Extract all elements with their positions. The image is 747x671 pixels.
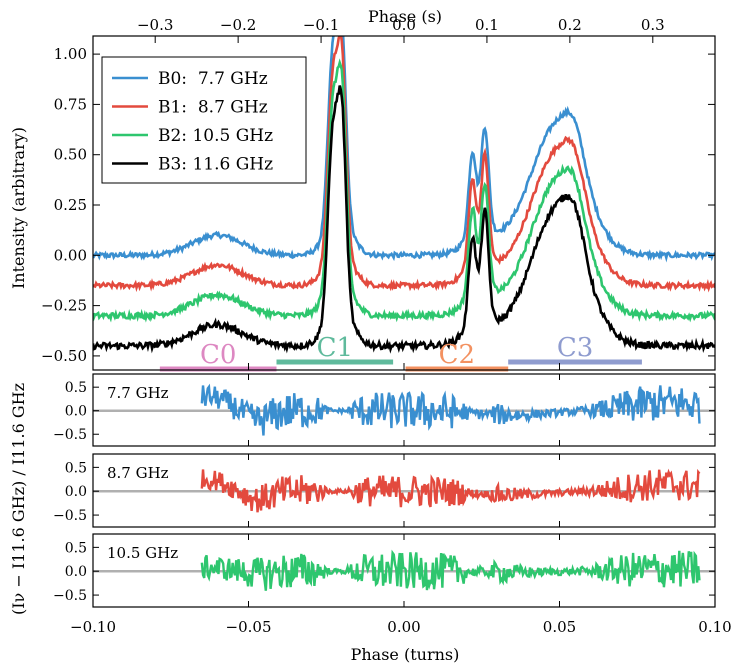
main-y-axis-label: Intensity (arbitrary) [9, 127, 28, 289]
residual-ytick-label: 0.5 [65, 380, 87, 396]
residual-panel-label: 10.5 GHz [107, 544, 178, 562]
component-label-c3: C3 [557, 333, 593, 363]
legend-label: B1: 8.7 GHz [158, 98, 268, 118]
residual-ytick-label: 0.0 [65, 404, 87, 420]
legend-label: B3: 11.6 GHz [158, 155, 273, 175]
bottom-xtick-label: 0.00 [387, 618, 420, 636]
residual-ytick-label: 0.0 [65, 564, 87, 580]
series-line-b3 [93, 85, 715, 354]
residual-ytick-label: −0.5 [53, 508, 87, 524]
top-xtick-label: −0.3 [137, 16, 173, 34]
main-ytick-label: −0.50 [41, 347, 87, 365]
series-line-b1 [93, 36, 715, 293]
top-xtick-label: 0.0 [392, 16, 416, 34]
residual-ytick-label: −0.5 [53, 588, 87, 604]
residual-ytick-label: 0.5 [65, 460, 87, 476]
residual-ytick-label: 0.5 [65, 540, 87, 556]
main-ytick-label: −0.25 [41, 297, 87, 315]
residual-y-axis-label: (Iν − I11.6 GHz) / I11.6 GHz [9, 383, 28, 615]
top-xtick-label: 0.1 [475, 16, 499, 34]
residual-line [200, 468, 701, 513]
main-ytick-label: 0.25 [54, 196, 87, 214]
main-ytick-label: 1.00 [54, 45, 87, 63]
main-panel: C0 C1 C2 C3 −0.50 −0.25 0.00 0.25 0.50 0.75 1.00 −0… [41, 16, 716, 372]
residual-panel-label: 7.7 GHz [107, 384, 169, 402]
component-label-c1: C1 [317, 333, 353, 363]
component-label-c0: C0 [200, 340, 236, 370]
legend-label: B0: 7.7 GHz [158, 69, 268, 89]
residual-line [200, 549, 701, 591]
residual-panel-label: 8.7 GHz [107, 464, 169, 482]
residual-panel-2: −0.5 0.0 0.5 8.7 GHz [53, 453, 716, 528]
residual-y-axis-label-text: (Iν − I11.6 GHz) / I11.6 GHz [9, 383, 28, 615]
bottom-xtick-label: 0.05 [543, 618, 576, 636]
top-axis-title: Phase (s) [368, 7, 442, 26]
legend-label: B2: 10.5 GHz [158, 126, 273, 146]
component-label-c2: C2 [439, 340, 475, 370]
series-line-b2 [93, 58, 715, 323]
top-xtick-label: 0.3 [641, 16, 665, 34]
main-ytick-label: 0.75 [54, 95, 87, 113]
bottom-xtick-label: −0.05 [226, 618, 272, 636]
main-ytick-label: 0.00 [54, 246, 87, 264]
bottom-xtick-label: −0.10 [70, 618, 116, 636]
bottom-xtick-label: 0.10 [698, 618, 731, 636]
legend: B0: 7.7 GHz B1: 8.7 GHz B2: 10.5 GHz B3: 11… [101, 56, 307, 184]
series-line-b0 [93, 36, 715, 263]
main-ytick-label: 0.50 [54, 146, 87, 164]
residual-panels: −0.5 0.0 0.5 7.7 GHz −0.5 0.0 0.5 8.7 GHz −0.5 0.… [53, 373, 732, 636]
top-xtick-label: 0.2 [558, 16, 582, 34]
residual-panel-1: −0.5 0.0 0.5 7.7 GHz [53, 373, 716, 447]
bottom-axis-title: Phase (turns) [351, 645, 460, 664]
top-xtick-label: −0.2 [220, 16, 256, 34]
residual-ytick-label: 0.0 [65, 484, 87, 500]
residual-ytick-label: −0.5 [53, 427, 87, 443]
top-xtick-label: −0.1 [303, 16, 339, 34]
residual-panel-3: −0.5 0.0 0.5 10.5 GHz [53, 533, 716, 608]
residual-line [200, 383, 701, 436]
